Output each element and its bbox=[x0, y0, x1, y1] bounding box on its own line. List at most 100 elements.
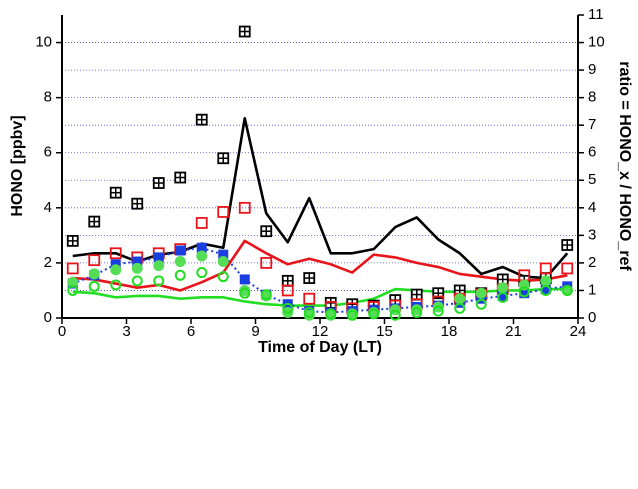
open-circle-marker bbox=[325, 308, 337, 320]
filled-circle-marker bbox=[540, 275, 552, 287]
filled-circle-marker bbox=[153, 260, 165, 272]
filled-square-marker bbox=[175, 245, 186, 256]
filled-square-marker bbox=[476, 293, 487, 304]
crossed-square-marker bbox=[303, 272, 316, 284]
open-circle-marker bbox=[196, 267, 208, 279]
series-line bbox=[72, 287, 568, 307]
y2-axis-label: ratio = HONO_x / HONO_ref bbox=[616, 61, 633, 271]
crossed-square-marker bbox=[281, 274, 294, 287]
filled-circle-marker bbox=[174, 256, 186, 268]
crossed-square-marker bbox=[410, 288, 423, 301]
y2-tick-label: 8 bbox=[588, 89, 596, 106]
open-circle-marker bbox=[540, 284, 552, 296]
open-square-marker bbox=[195, 217, 208, 229]
open-square-marker bbox=[88, 254, 101, 267]
open-circle-marker bbox=[346, 309, 358, 321]
open-circle-marker bbox=[518, 286, 530, 298]
y2-tick-label: 10 bbox=[588, 34, 605, 51]
x-tick-label: 0 bbox=[58, 323, 66, 340]
open-square-marker bbox=[238, 201, 251, 214]
open-square-marker bbox=[281, 284, 294, 297]
open-circle-marker bbox=[88, 280, 100, 292]
x-tick-label: 15 bbox=[376, 323, 393, 340]
open-circle-marker bbox=[303, 306, 315, 318]
crossed-square-marker bbox=[260, 225, 273, 238]
open-circle-marker bbox=[454, 302, 466, 314]
y-tick-label: 10 bbox=[35, 34, 52, 51]
open-circle-marker bbox=[497, 291, 509, 303]
open-square-marker bbox=[109, 247, 122, 260]
x-tick-label: 24 bbox=[570, 323, 587, 340]
filled-square-marker bbox=[196, 242, 207, 253]
y-tick-label: 0 bbox=[44, 309, 52, 326]
open-circle-marker bbox=[389, 309, 401, 321]
filled-circle-marker bbox=[131, 262, 143, 274]
filled-circle-marker bbox=[303, 309, 315, 321]
open-circle-marker bbox=[239, 287, 251, 299]
y2-tick-label: 5 bbox=[588, 171, 596, 188]
crossed-square-marker bbox=[217, 152, 230, 165]
open-circle-marker bbox=[217, 271, 229, 283]
y2-tick-label: 9 bbox=[588, 61, 596, 78]
filled-square-marker bbox=[540, 284, 551, 295]
crossed-square-marker bbox=[88, 215, 101, 228]
series-line bbox=[72, 116, 569, 280]
filled-square-marker bbox=[218, 249, 229, 260]
filled-square-marker bbox=[110, 259, 121, 270]
open-square-marker bbox=[539, 262, 552, 275]
y-tick-label: 8 bbox=[44, 89, 52, 106]
filled-circle-marker bbox=[454, 293, 466, 305]
open-circle-marker bbox=[153, 275, 165, 287]
filled-square-marker bbox=[239, 274, 250, 285]
y-tick-label: 6 bbox=[44, 144, 52, 161]
crossed-square-marker bbox=[131, 197, 144, 210]
filled-circle-marker bbox=[88, 268, 100, 280]
y2-tick-label: 6 bbox=[588, 144, 596, 161]
y-tick-label: 4 bbox=[44, 199, 52, 216]
x-tick-label: 21 bbox=[505, 323, 522, 340]
crossed-square-marker bbox=[238, 25, 251, 38]
x-axis-label: Time of Day (LT) bbox=[258, 339, 382, 356]
y2-tick-label: 4 bbox=[588, 199, 596, 216]
open-circle-marker bbox=[131, 275, 143, 287]
y-tick-label: 2 bbox=[44, 254, 52, 271]
open-square-marker bbox=[66, 262, 79, 275]
y-axis-label: HONO [ppbv] bbox=[9, 115, 26, 216]
filled-square-marker bbox=[153, 252, 164, 263]
open-circle-marker bbox=[411, 306, 423, 318]
crossed-square-marker bbox=[174, 171, 187, 184]
x-tick-label: 9 bbox=[251, 323, 259, 340]
crossed-square-marker bbox=[152, 177, 165, 189]
y2-tick-label: 11 bbox=[588, 6, 604, 23]
crossed-square-marker bbox=[195, 113, 208, 126]
open-square-marker bbox=[303, 292, 316, 305]
open-circle-marker bbox=[110, 279, 122, 291]
filled-square-marker bbox=[497, 290, 508, 301]
filled-circle-marker bbox=[239, 284, 251, 296]
crossed-square-marker bbox=[66, 234, 79, 247]
filled-circle-marker bbox=[67, 276, 79, 288]
open-circle-marker bbox=[475, 298, 487, 310]
y2-tick-label: 2 bbox=[588, 254, 596, 271]
x-tick-label: 6 bbox=[187, 323, 195, 340]
y2-tick-label: 3 bbox=[588, 226, 596, 243]
open-square-marker bbox=[561, 262, 574, 275]
open-circle-marker bbox=[260, 289, 272, 301]
y2-tick-label: 0 bbox=[588, 309, 596, 326]
filled-circle-marker bbox=[497, 282, 509, 294]
y2-tick-label: 1 bbox=[588, 281, 596, 298]
filled-circle-marker bbox=[196, 250, 208, 262]
crossed-square-marker bbox=[109, 186, 122, 199]
open-square-marker bbox=[260, 257, 273, 269]
open-circle-marker bbox=[174, 269, 186, 281]
open-circle-marker bbox=[561, 284, 573, 296]
filled-square-marker bbox=[132, 256, 143, 267]
filled-circle-marker bbox=[411, 304, 423, 316]
open-circle-marker bbox=[432, 305, 444, 317]
filled-circle-marker bbox=[110, 264, 122, 276]
series-line bbox=[72, 239, 568, 292]
open-circle-marker bbox=[368, 308, 380, 320]
open-circle-marker bbox=[67, 284, 79, 296]
